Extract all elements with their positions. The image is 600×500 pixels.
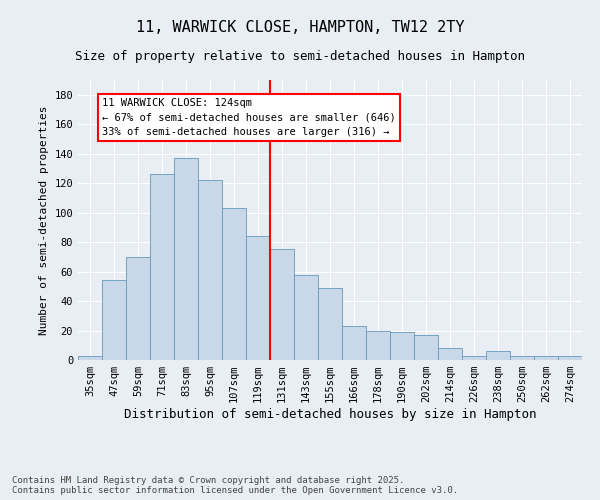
Text: 11 WARWICK CLOSE: 124sqm
← 67% of semi-detached houses are smaller (646)
33% of : 11 WARWICK CLOSE: 124sqm ← 67% of semi-d… <box>102 98 396 138</box>
Bar <box>174 158 198 360</box>
Bar <box>318 288 342 360</box>
Bar <box>558 356 582 360</box>
Text: Contains HM Land Registry data © Crown copyright and database right 2025.
Contai: Contains HM Land Registry data © Crown c… <box>12 476 458 495</box>
Text: Size of property relative to semi-detached houses in Hampton: Size of property relative to semi-detach… <box>75 50 525 63</box>
Bar <box>102 280 126 360</box>
Bar <box>342 326 366 360</box>
Bar <box>78 356 102 360</box>
Y-axis label: Number of semi-detached properties: Number of semi-detached properties <box>39 106 49 335</box>
Bar <box>438 348 462 360</box>
Bar <box>486 351 510 360</box>
Bar <box>294 274 318 360</box>
Bar <box>222 208 246 360</box>
Bar <box>534 356 558 360</box>
Bar <box>150 174 174 360</box>
Bar <box>198 180 222 360</box>
Bar <box>126 257 150 360</box>
Bar <box>390 332 414 360</box>
Bar <box>462 356 486 360</box>
Bar <box>270 250 294 360</box>
Bar <box>246 236 270 360</box>
X-axis label: Distribution of semi-detached houses by size in Hampton: Distribution of semi-detached houses by … <box>124 408 536 421</box>
Text: 11, WARWICK CLOSE, HAMPTON, TW12 2TY: 11, WARWICK CLOSE, HAMPTON, TW12 2TY <box>136 20 464 35</box>
Bar <box>414 335 438 360</box>
Bar <box>510 356 534 360</box>
Bar <box>366 330 390 360</box>
